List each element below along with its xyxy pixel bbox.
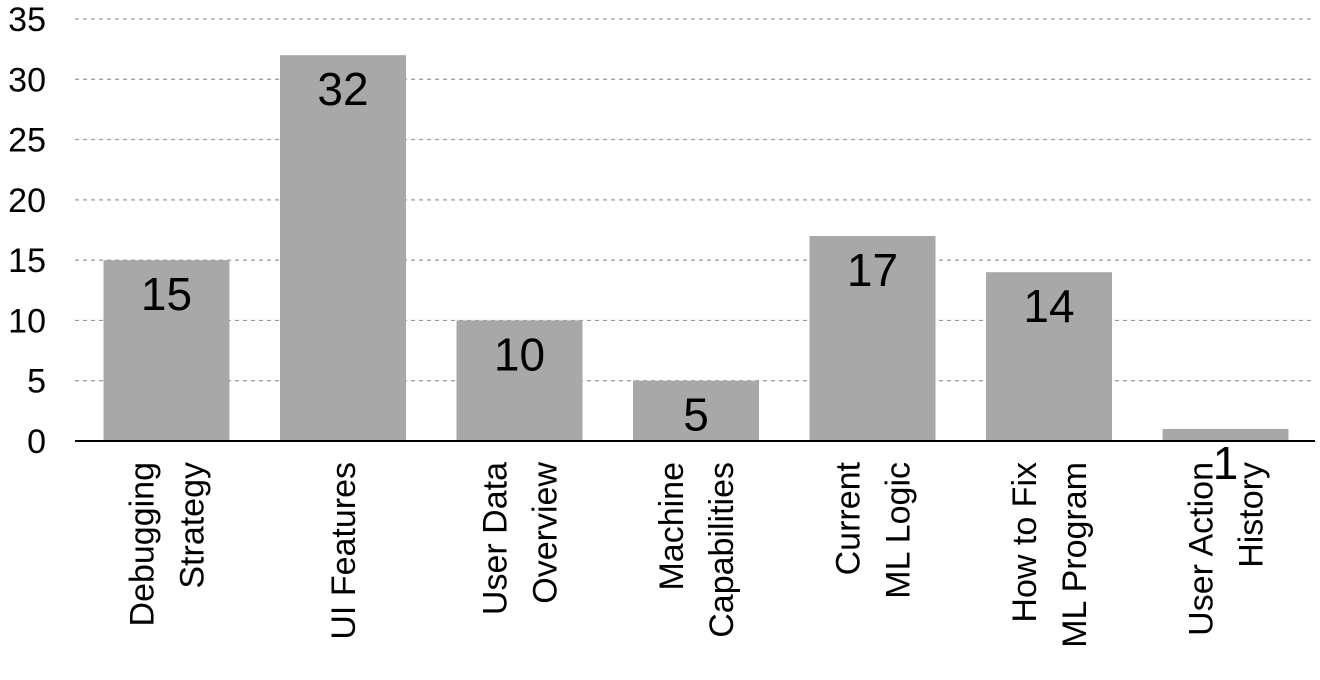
x-category-label: UI Features bbox=[325, 462, 363, 640]
y-tick-label: 35 bbox=[8, 1, 46, 39]
bar bbox=[633, 380, 759, 441]
y-tick-label: 20 bbox=[8, 182, 46, 220]
bar bbox=[456, 320, 583, 441]
x-category-label: Current ML Logic bbox=[830, 461, 918, 598]
x-category-line: Overview bbox=[527, 462, 565, 604]
x-category-label: User Action History bbox=[1183, 462, 1271, 636]
bar bbox=[103, 260, 230, 441]
x-category-line: User Action bbox=[1183, 462, 1221, 636]
x-category-label: User Data Overview bbox=[477, 462, 565, 616]
bar bbox=[986, 272, 1112, 441]
data-label: 14 bbox=[1023, 280, 1074, 332]
x-category-line: ML Logic bbox=[880, 462, 918, 599]
y-tick-label: 10 bbox=[8, 302, 46, 340]
x-category-line: History bbox=[1233, 462, 1271, 568]
x-category-line: Current bbox=[830, 461, 868, 575]
x-category-line: Machine bbox=[653, 462, 691, 591]
y-tick-label: 0 bbox=[27, 423, 46, 461]
bar bbox=[280, 55, 406, 442]
x-category-line: ML Program bbox=[1056, 462, 1094, 648]
data-label: 5 bbox=[683, 389, 709, 441]
x-category-line: How to Fix bbox=[1006, 462, 1044, 623]
y-tick-label: 30 bbox=[8, 61, 46, 99]
bar bbox=[809, 236, 936, 441]
y-axis-ticks: 0 5 10 15 20 25 30 35 bbox=[8, 1, 46, 461]
data-label: 32 bbox=[317, 63, 368, 115]
x-axis-categories: Debugging Strategy UI Features User Data Ove… bbox=[124, 461, 1271, 647]
x-category-label: Debugging Strategy bbox=[124, 462, 212, 626]
data-label: 1 bbox=[1213, 437, 1239, 489]
data-label: 15 bbox=[141, 268, 192, 320]
y-tick-label: 5 bbox=[27, 363, 46, 401]
data-label: 17 bbox=[847, 244, 898, 296]
x-category-line: Capabilities bbox=[703, 462, 741, 638]
bars bbox=[103, 55, 1289, 442]
bar bbox=[1162, 428, 1289, 441]
y-tick-label: 15 bbox=[8, 242, 46, 280]
data-labels: 15 32 10 5 17 14 1 bbox=[141, 63, 1238, 489]
y-tick-label: 25 bbox=[8, 122, 46, 160]
data-label: 10 bbox=[494, 328, 545, 380]
x-category-line: UI Features bbox=[325, 462, 363, 640]
gridlines bbox=[75, 18, 1315, 382]
x-category-line: Debugging bbox=[124, 462, 162, 626]
x-category-label: How to Fix ML Program bbox=[1006, 462, 1094, 648]
x-category-line: Strategy bbox=[174, 462, 212, 589]
x-category-label: Machine Capabilities bbox=[653, 462, 741, 638]
x-category-line: User Data bbox=[477, 462, 515, 615]
